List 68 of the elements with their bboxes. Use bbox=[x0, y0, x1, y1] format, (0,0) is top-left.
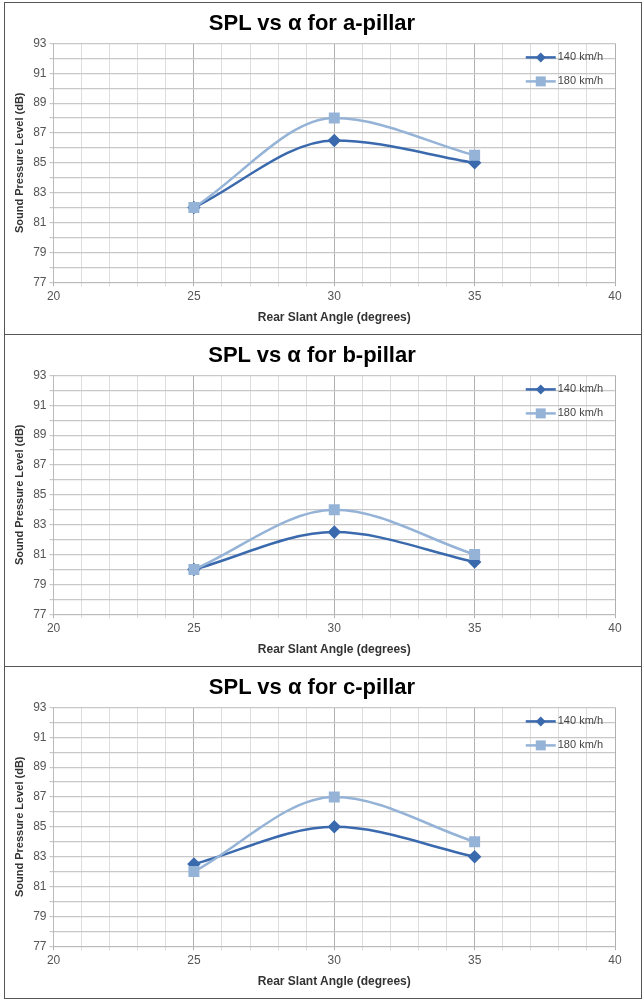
x-tick-label: 35 bbox=[467, 288, 482, 303]
y-tick-label: 81 bbox=[33, 214, 47, 229]
y-tick-label: 91 bbox=[33, 65, 47, 80]
y-tick-label: 79 bbox=[33, 244, 47, 259]
y-tick-label: 91 bbox=[33, 397, 47, 412]
x-axis-title: Rear Slant Angle (degrees) bbox=[257, 642, 411, 657]
y-tick-label: 89 bbox=[33, 95, 47, 110]
chart-title: SPL vs α for b-pillar bbox=[208, 342, 417, 368]
x-tick-label: 40 bbox=[608, 288, 622, 303]
y-axis-title: Sound Pressure Level (dB) bbox=[12, 424, 25, 566]
y-tick-label: 77 bbox=[33, 938, 47, 953]
point bbox=[328, 820, 341, 834]
y-axis-title: Sound Pressure Level (dB) bbox=[12, 756, 25, 898]
y-tick-label: 85 bbox=[33, 819, 47, 834]
y-tick-label: 89 bbox=[33, 427, 47, 442]
y-tick-label: 85 bbox=[33, 487, 47, 502]
legend-label: 140 km/h bbox=[557, 382, 603, 395]
y-tick-label: 87 bbox=[33, 457, 47, 472]
y-tick-label: 93 bbox=[33, 35, 47, 50]
x-tick-label: 30 bbox=[327, 952, 342, 967]
x-tick-label: 35 bbox=[467, 952, 482, 967]
x-tick-label: 40 bbox=[608, 952, 622, 967]
legend-label: 180 km/h bbox=[557, 406, 603, 419]
y-tick-label: 89 bbox=[33, 759, 47, 774]
legend-label: 180 km/h bbox=[557, 738, 603, 751]
point bbox=[469, 836, 481, 848]
x-tick-label: 35 bbox=[467, 620, 482, 635]
point bbox=[188, 866, 200, 878]
x-axis-title: Rear Slant Angle (degrees) bbox=[257, 974, 411, 989]
point bbox=[328, 791, 340, 803]
y-tick-label: 85 bbox=[33, 155, 47, 170]
y-tick-label: 93 bbox=[33, 699, 47, 714]
y-tick-label: 93 bbox=[33, 367, 47, 382]
legend-label: 140 km/h bbox=[557, 50, 603, 63]
x-tick-label: 20 bbox=[46, 620, 61, 635]
x-tick-label: 20 bbox=[46, 288, 61, 303]
x-tick-label: 20 bbox=[46, 952, 61, 967]
y-tick-label: 87 bbox=[33, 125, 47, 140]
y-tick-label: 87 bbox=[33, 789, 47, 804]
x-tick-label: 25 bbox=[187, 952, 201, 967]
point bbox=[328, 112, 340, 124]
chart-title: SPL vs α for c-pillar bbox=[208, 674, 416, 700]
y-tick-label: 79 bbox=[33, 576, 47, 591]
x-tick-label: 25 bbox=[187, 288, 201, 303]
point bbox=[328, 525, 341, 539]
y-axis-title: Sound Pressure Level (dB) bbox=[12, 92, 25, 234]
y-tick-label: 81 bbox=[33, 546, 47, 561]
point bbox=[469, 149, 481, 161]
x-tick-label: 25 bbox=[187, 620, 201, 635]
y-tick-label: 77 bbox=[33, 274, 47, 289]
point bbox=[328, 504, 340, 516]
y-tick-label: 83 bbox=[33, 848, 47, 863]
y-tick-label: 91 bbox=[33, 729, 47, 744]
x-tick-label: 30 bbox=[327, 288, 342, 303]
legend-label: 140 km/h bbox=[557, 714, 603, 727]
y-tick-label: 81 bbox=[33, 878, 47, 893]
point bbox=[468, 850, 481, 863]
legend-label: 180 km/h bbox=[557, 74, 603, 87]
chart-title: SPL vs α for a-pillar bbox=[208, 10, 416, 36]
y-tick-label: 83 bbox=[33, 184, 47, 199]
y-tick-label: 83 bbox=[33, 516, 47, 531]
y-tick-label: 79 bbox=[33, 908, 47, 923]
y-tick-label: 77 bbox=[33, 606, 47, 621]
point bbox=[469, 549, 481, 560]
point bbox=[328, 134, 341, 147]
x-tick-label: 30 bbox=[327, 620, 342, 635]
x-axis-title: Rear Slant Angle (degrees) bbox=[257, 310, 411, 325]
x-tick-label: 40 bbox=[608, 620, 622, 635]
